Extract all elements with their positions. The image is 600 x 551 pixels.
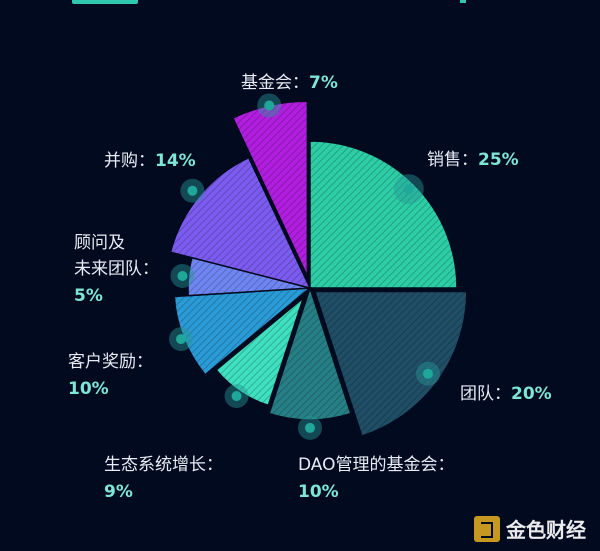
pie-slice-texture-5 [174, 288, 310, 375]
pie-slice-texture-3 [269, 288, 351, 420]
slice-label-name: 销售： [427, 150, 478, 170]
slice-label-name: 团队： [460, 384, 511, 404]
slice-dot-4 [231, 391, 242, 402]
slice-dot-7 [187, 185, 198, 196]
slice-label-percent: 14% [155, 151, 196, 171]
pie-slice-texture-2 [314, 291, 467, 437]
slice-label-7: 并购：14% [104, 151, 196, 171]
slice-label-percent: 7% [309, 73, 338, 93]
slice-label-percent: 10% [298, 482, 339, 502]
slice-label-8: 基金会：7% [241, 73, 338, 93]
slice-label-name: 并购： [104, 151, 155, 171]
slice-label-6: 顾问及未来团队： 5% [74, 233, 159, 306]
slice-dot-8 [264, 100, 275, 111]
slice-label-percent: 25% [478, 150, 519, 170]
pie-slice-texture-7 [170, 157, 310, 288]
header-accent-bar [72, 0, 138, 4]
slice-dot-2 [422, 368, 433, 379]
slice-label-percent: 5% [74, 286, 103, 306]
slice-label-3: DAO管理的基金会： 10% [298, 455, 455, 502]
slice-label-name: 顾问及 [74, 233, 125, 253]
slice-label-5: 客户奖励： 10% [68, 352, 153, 399]
slice-label-percent: 9% [104, 482, 133, 502]
slice-label-1: 销售：25% [427, 150, 519, 170]
pie-slice-texture-6 [188, 257, 310, 296]
slice-label-name: 基金会： [241, 73, 309, 93]
slice-dot-5 [176, 334, 187, 345]
header-accent-dot [460, 0, 466, 3]
slice-label-2: 团队：20% [460, 384, 552, 404]
slice-dot-6 [177, 270, 188, 281]
slice-dot-3 [305, 422, 315, 433]
watermark-logo-icon [474, 515, 500, 542]
slice-label-percent: 20% [511, 384, 552, 404]
slice-label-name: 客户奖励： [68, 352, 153, 372]
pie-slice-texture-8 [232, 101, 308, 277]
watermark: 金色财经 [474, 514, 586, 543]
slice-label-name: 生态系统增长： [104, 455, 223, 475]
pie-slice-texture-4 [216, 297, 304, 406]
slice-label-name: 未来团队： [74, 259, 159, 279]
watermark-text: 金色财经 [506, 518, 586, 542]
slice-label-percent: 10% [68, 379, 109, 399]
pie-slice-texture-1 [310, 141, 457, 288]
slice-dot-1 [403, 184, 414, 195]
slice-label-4: 生态系统增长： 9% [104, 455, 223, 502]
slice-label-name: DAO管理的基金会： [298, 455, 455, 475]
